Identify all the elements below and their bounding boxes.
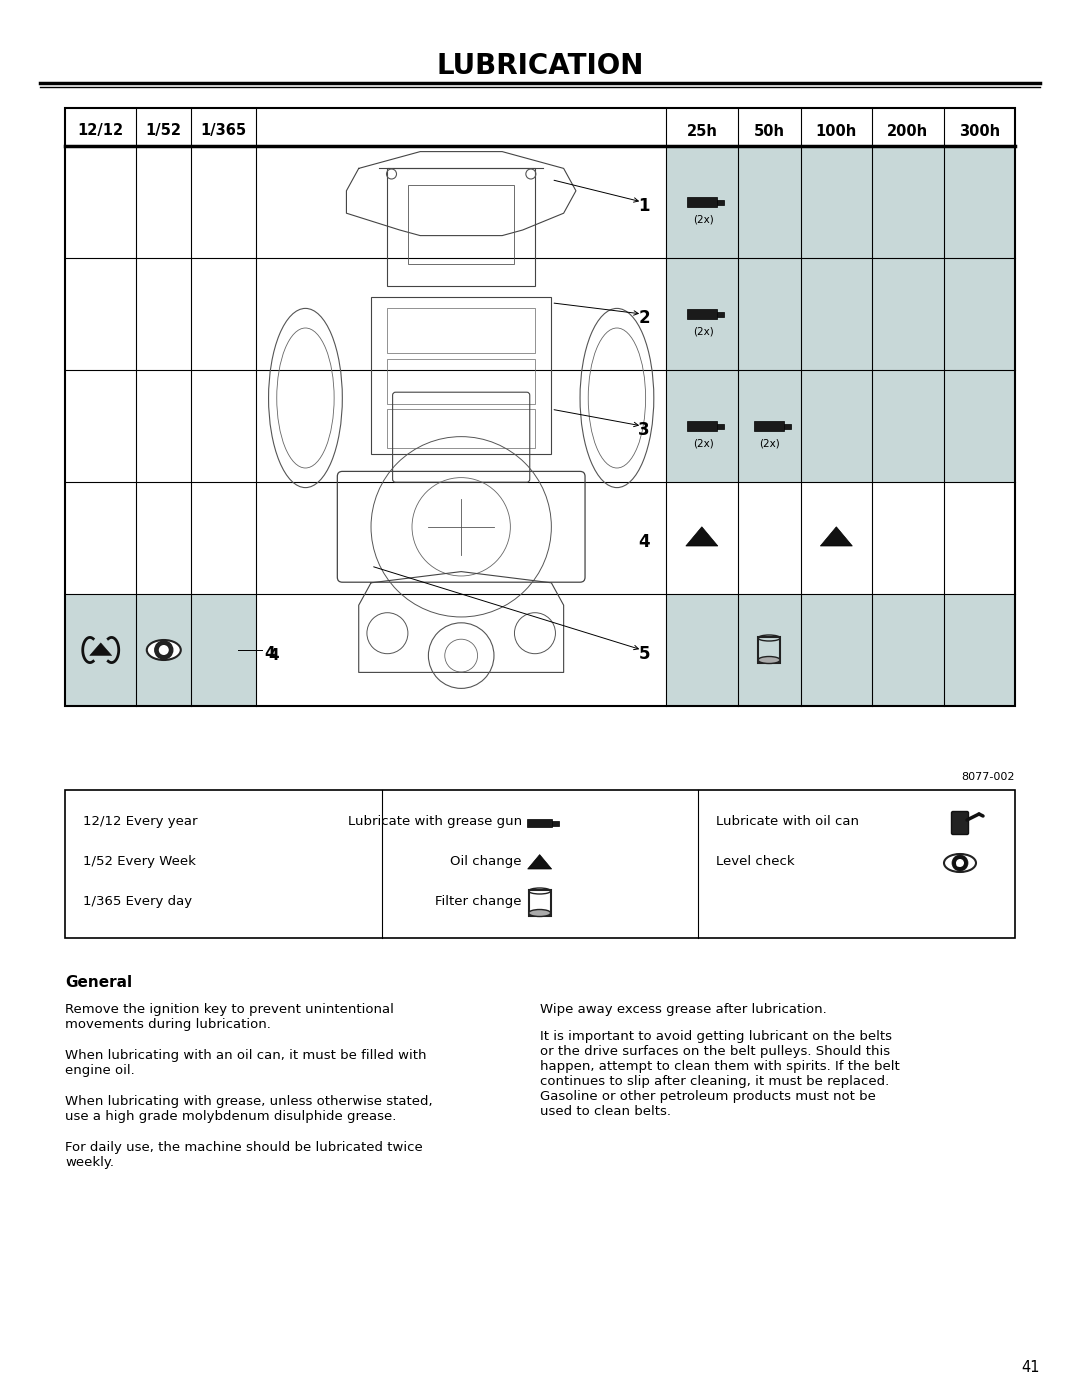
Text: 50h: 50h [754,123,784,138]
Circle shape [951,855,968,870]
Text: 4: 4 [265,647,275,662]
Bar [408,186,514,264]
Text: Lubricate with oil can: Lubricate with oil can [716,814,860,828]
Bar [687,197,717,207]
Bar [717,312,724,317]
Text: (2x): (2x) [693,439,714,448]
Text: Oil change: Oil change [450,855,522,868]
Bar [758,637,780,664]
Text: 100h: 100h [815,123,856,138]
Text: 1/52: 1/52 [146,123,181,138]
Bar [687,309,717,319]
Text: For daily use, the machine should be lubricated twice
weekly.: For daily use, the machine should be lub… [65,1141,422,1169]
Bar [552,820,559,826]
Bar [388,309,535,353]
Text: When lubricating with an oil can, it must be filled with
engine oil.: When lubricating with an oil can, it mus… [65,1049,427,1077]
Text: 25h: 25h [687,123,717,138]
Bar [717,200,724,204]
Text: When lubricating with grease, unless otherwise stated,
use a high grade molybden: When lubricating with grease, unless oth… [65,1095,433,1123]
Text: 4: 4 [268,647,279,662]
Bar [372,298,552,454]
Text: 12/12 Every year: 12/12 Every year [83,814,198,828]
Bar [388,359,535,404]
Text: Remove the ignition key to prevent unintentional
movements during lubrication.: Remove the ignition key to prevent unint… [65,1003,394,1031]
Circle shape [159,645,168,655]
Bar [784,423,791,429]
Bar [717,423,724,429]
Bar [666,594,1015,705]
Text: 200h: 200h [888,123,929,138]
Ellipse shape [944,854,976,872]
Bar [65,108,1015,705]
Circle shape [957,863,959,866]
Bar [388,169,535,286]
Bar [527,819,552,827]
Bar [687,420,717,432]
Bar [666,258,1015,370]
Text: 1/52 Every Week: 1/52 Every Week [83,855,195,868]
Bar [666,594,1015,705]
Ellipse shape [758,657,780,664]
Text: 3: 3 [638,420,650,439]
Circle shape [154,641,173,659]
Text: 12/12: 12/12 [78,123,124,138]
Text: 1/365 Every day: 1/365 Every day [83,895,192,908]
Text: LUBRICATION: LUBRICATION [436,52,644,80]
Text: 4: 4 [638,534,650,550]
Circle shape [956,859,964,868]
Text: 1: 1 [638,197,650,215]
Text: Filter change: Filter change [435,895,522,908]
Bar [529,890,551,916]
Text: 5: 5 [638,645,650,664]
Text: General: General [65,975,132,990]
Bar [666,147,1015,258]
Text: 300h: 300h [959,123,1000,138]
Text: (2x): (2x) [693,214,714,224]
Polygon shape [686,527,718,546]
Text: 1/365: 1/365 [201,123,246,138]
Bar [65,594,256,705]
Text: Wipe away excess grease after lubrication.: Wipe away excess grease after lubricatio… [540,1003,827,1016]
Text: It is important to avoid getting lubricant on the belts
or the drive surfaces on: It is important to avoid getting lubrica… [540,1030,900,1118]
Text: 2: 2 [638,309,650,327]
Text: (2x): (2x) [759,439,780,448]
Bar [388,409,535,448]
Bar [666,370,1015,482]
Ellipse shape [529,909,551,916]
Text: 8077-002: 8077-002 [961,773,1015,782]
Bar [754,420,784,432]
Polygon shape [528,855,552,869]
Polygon shape [90,643,111,655]
Polygon shape [821,527,852,546]
Bar [65,789,1015,937]
Ellipse shape [147,640,180,659]
Text: Level check: Level check [716,855,795,868]
FancyBboxPatch shape [951,812,969,834]
Text: 41: 41 [1022,1361,1040,1375]
Text: (2x): (2x) [693,326,714,337]
Text: Lubricate with grease gun: Lubricate with grease gun [348,814,522,828]
